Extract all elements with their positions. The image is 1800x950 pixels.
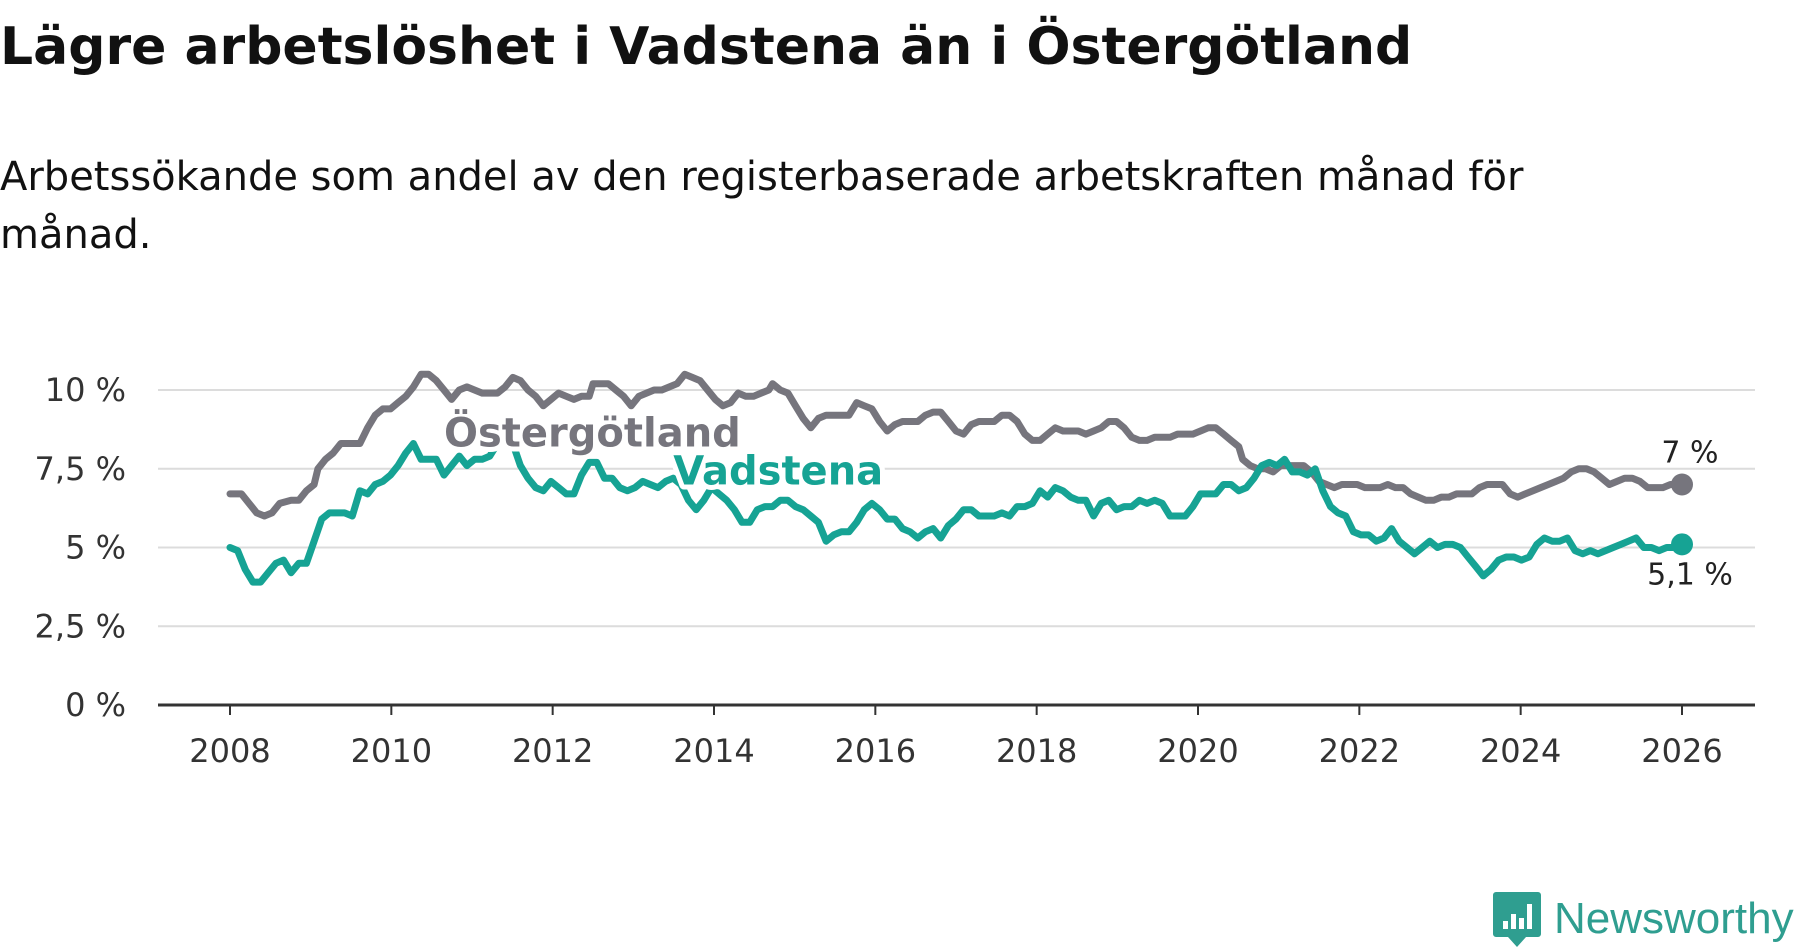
brand-name: Newsworthy <box>1554 894 1794 943</box>
x-tick-label: 2014 <box>673 732 754 770</box>
x-tick-label: 2012 <box>512 732 593 770</box>
series-end-value: 7 % <box>1661 436 1718 471</box>
x-tick-label: 2018 <box>996 732 1077 770</box>
x-tick-label: 2020 <box>1157 732 1238 770</box>
y-tick-label: 0 % <box>65 686 126 724</box>
series-label: Östergötland <box>444 409 741 457</box>
newsworthy-logo-icon <box>1493 892 1541 947</box>
x-tick-label: 2022 <box>1319 732 1400 770</box>
series-end-marker <box>1671 473 1693 496</box>
y-tick-label: 2,5 % <box>35 607 126 645</box>
series-end-marker <box>1671 533 1693 556</box>
chart-subtitle: Arbetssökande som andel av den registerb… <box>0 154 1524 258</box>
y-tick-label: 10 % <box>45 371 126 409</box>
series-end-value: 5,1 % <box>1647 557 1733 592</box>
chart-title: Lägre arbetslöshet i Vadstena än i Öster… <box>0 17 1413 77</box>
newsworthy-logo: Newsworthy <box>1492 888 1794 950</box>
x-tick-label: 2008 <box>189 732 270 770</box>
y-tick-label: 7,5 % <box>35 450 126 488</box>
y-tick-label: 5 % <box>65 529 126 567</box>
x-tick-label: 2016 <box>835 732 916 770</box>
series-line-vadstena <box>226 433 1686 586</box>
x-tick-label: 2024 <box>1480 732 1561 770</box>
series-line--sterg-tland <box>226 370 1686 520</box>
x-tick-label: 2010 <box>351 732 432 770</box>
series-label: Vadstena <box>673 449 883 495</box>
x-tick-label: 2026 <box>1641 732 1722 770</box>
